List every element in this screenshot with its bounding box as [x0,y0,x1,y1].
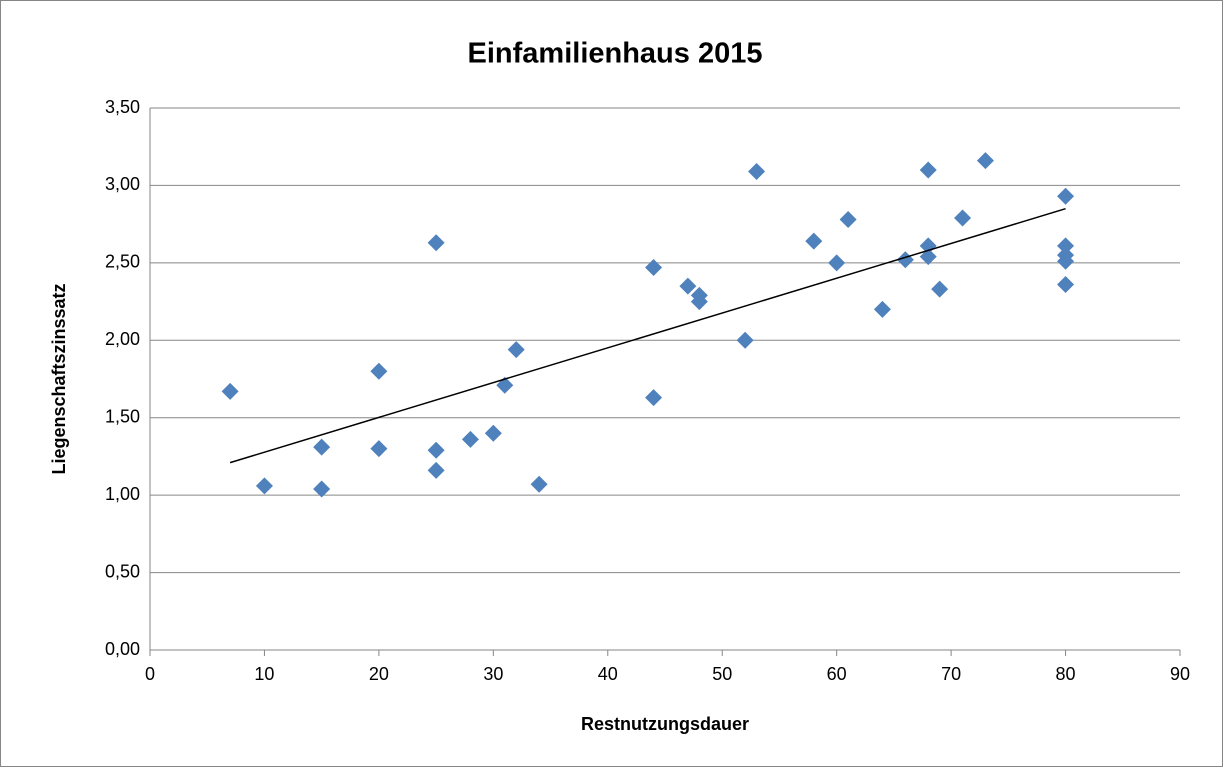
marker [1057,276,1075,294]
y-tick-label: 1,00 [105,484,140,504]
x-tick-label: 50 [712,664,732,684]
marker [896,251,914,269]
y-tick-label: 3,50 [105,97,140,117]
y-tick-label: 1,50 [105,406,140,426]
marker [313,438,331,456]
marker [954,209,972,227]
marker [679,277,697,295]
y-tick-label: 0,00 [105,639,140,659]
marker [461,430,479,448]
marker [221,382,239,400]
y-tick-label: 0,50 [105,561,140,581]
marker [484,424,502,442]
y-axis-label: Liegenschaftszinssatz [49,283,69,474]
x-tick-label: 70 [941,664,961,684]
marker [805,232,823,250]
marker [530,475,548,493]
trend-line [229,207,1066,464]
y-tick-label: 2,50 [105,252,140,272]
y-tick-label: 3,00 [105,174,140,194]
x-tick-label: 20 [369,664,389,684]
marker [427,441,445,459]
marker [1057,252,1075,270]
marker [255,477,273,495]
marker [427,234,445,252]
x-tick-label: 40 [598,664,618,684]
marker [370,362,388,380]
marker [370,440,388,458]
marker [839,210,857,228]
marker [690,293,708,311]
marker [645,259,663,277]
marker [1057,237,1075,255]
y-tick-label: 2,00 [105,329,140,349]
x-tick-label: 0 [145,664,155,684]
marker [1057,187,1075,205]
x-axis-label: Restnutzungsdauer [581,714,749,734]
marker [931,280,949,298]
marker [828,254,846,272]
marker [645,389,663,407]
marker [919,237,937,255]
x-tick-label: 80 [1056,664,1076,684]
marker [313,480,331,498]
marker [919,248,937,266]
chart-title: Einfamilienhaus 2015 [468,38,763,70]
x-tick-label: 10 [254,664,274,684]
marker [748,162,766,180]
x-tick-label: 90 [1170,664,1190,684]
x-tick-label: 30 [483,664,503,684]
marker [976,152,994,170]
marker [507,341,525,359]
marker [873,300,891,318]
marker [427,461,445,479]
x-tick-label: 60 [827,664,847,684]
marker [736,331,754,349]
marker [919,161,937,179]
